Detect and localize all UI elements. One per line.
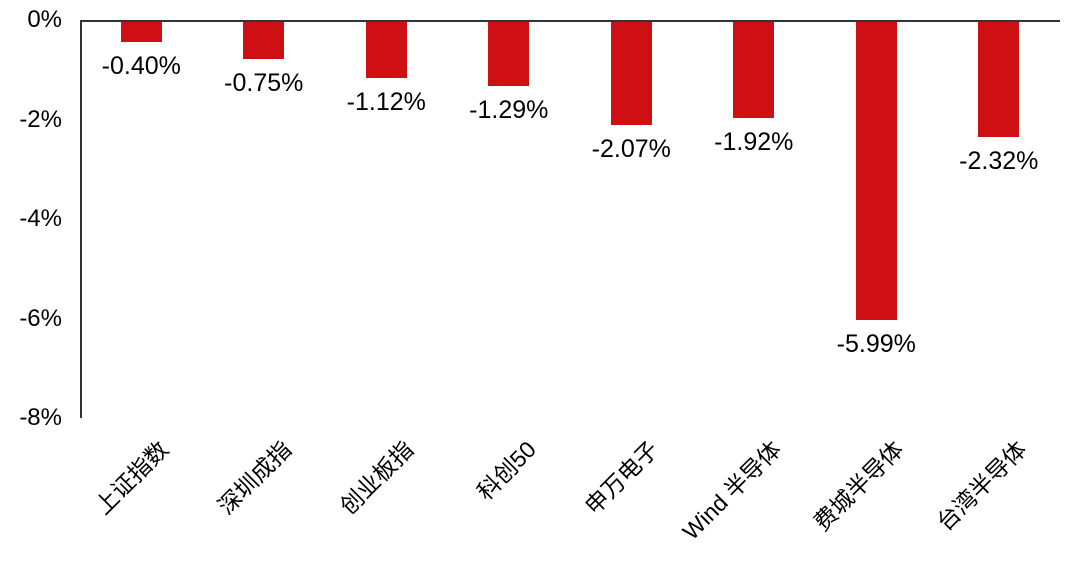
x-category-label: Wind 半导体 xyxy=(677,436,787,545)
bar-value-label: -2.32% xyxy=(959,147,1039,176)
bar-value-label: -1.92% xyxy=(714,127,794,156)
bar xyxy=(365,22,407,78)
bar xyxy=(610,22,652,125)
x-category-label: 创业板指 xyxy=(335,436,419,520)
bar-value-label: -5.99% xyxy=(836,330,916,358)
bar-value-label: -1.12% xyxy=(346,87,426,116)
y-tick-label: -8% xyxy=(19,404,62,431)
x-category-label: 深圳成指 xyxy=(212,436,297,520)
x-category-label: 科创50 xyxy=(472,436,542,506)
bar-value-label: -0.75% xyxy=(224,69,304,98)
bar-value-label: -0.40% xyxy=(101,51,181,80)
bar xyxy=(855,22,897,320)
bar xyxy=(733,22,775,118)
x-category-label: 费城半导体 xyxy=(808,436,909,536)
y-tick-label: -6% xyxy=(19,304,62,332)
bar-value-label: -1.29% xyxy=(469,96,549,125)
plot-area xyxy=(80,20,1060,418)
x-category-label: 上证指数 xyxy=(90,436,174,520)
bar xyxy=(243,22,285,60)
y-tick-label: -4% xyxy=(19,205,62,232)
bar xyxy=(120,22,162,42)
y-tick-label: 0% xyxy=(27,6,62,33)
bar xyxy=(488,22,530,87)
bar-value-label: -2.07% xyxy=(591,134,671,163)
x-category-label: 申万电子 xyxy=(580,436,664,520)
bar xyxy=(978,22,1020,138)
y-tick-label: -2% xyxy=(19,105,62,133)
x-category-label: 台湾半导体 xyxy=(931,436,1032,536)
